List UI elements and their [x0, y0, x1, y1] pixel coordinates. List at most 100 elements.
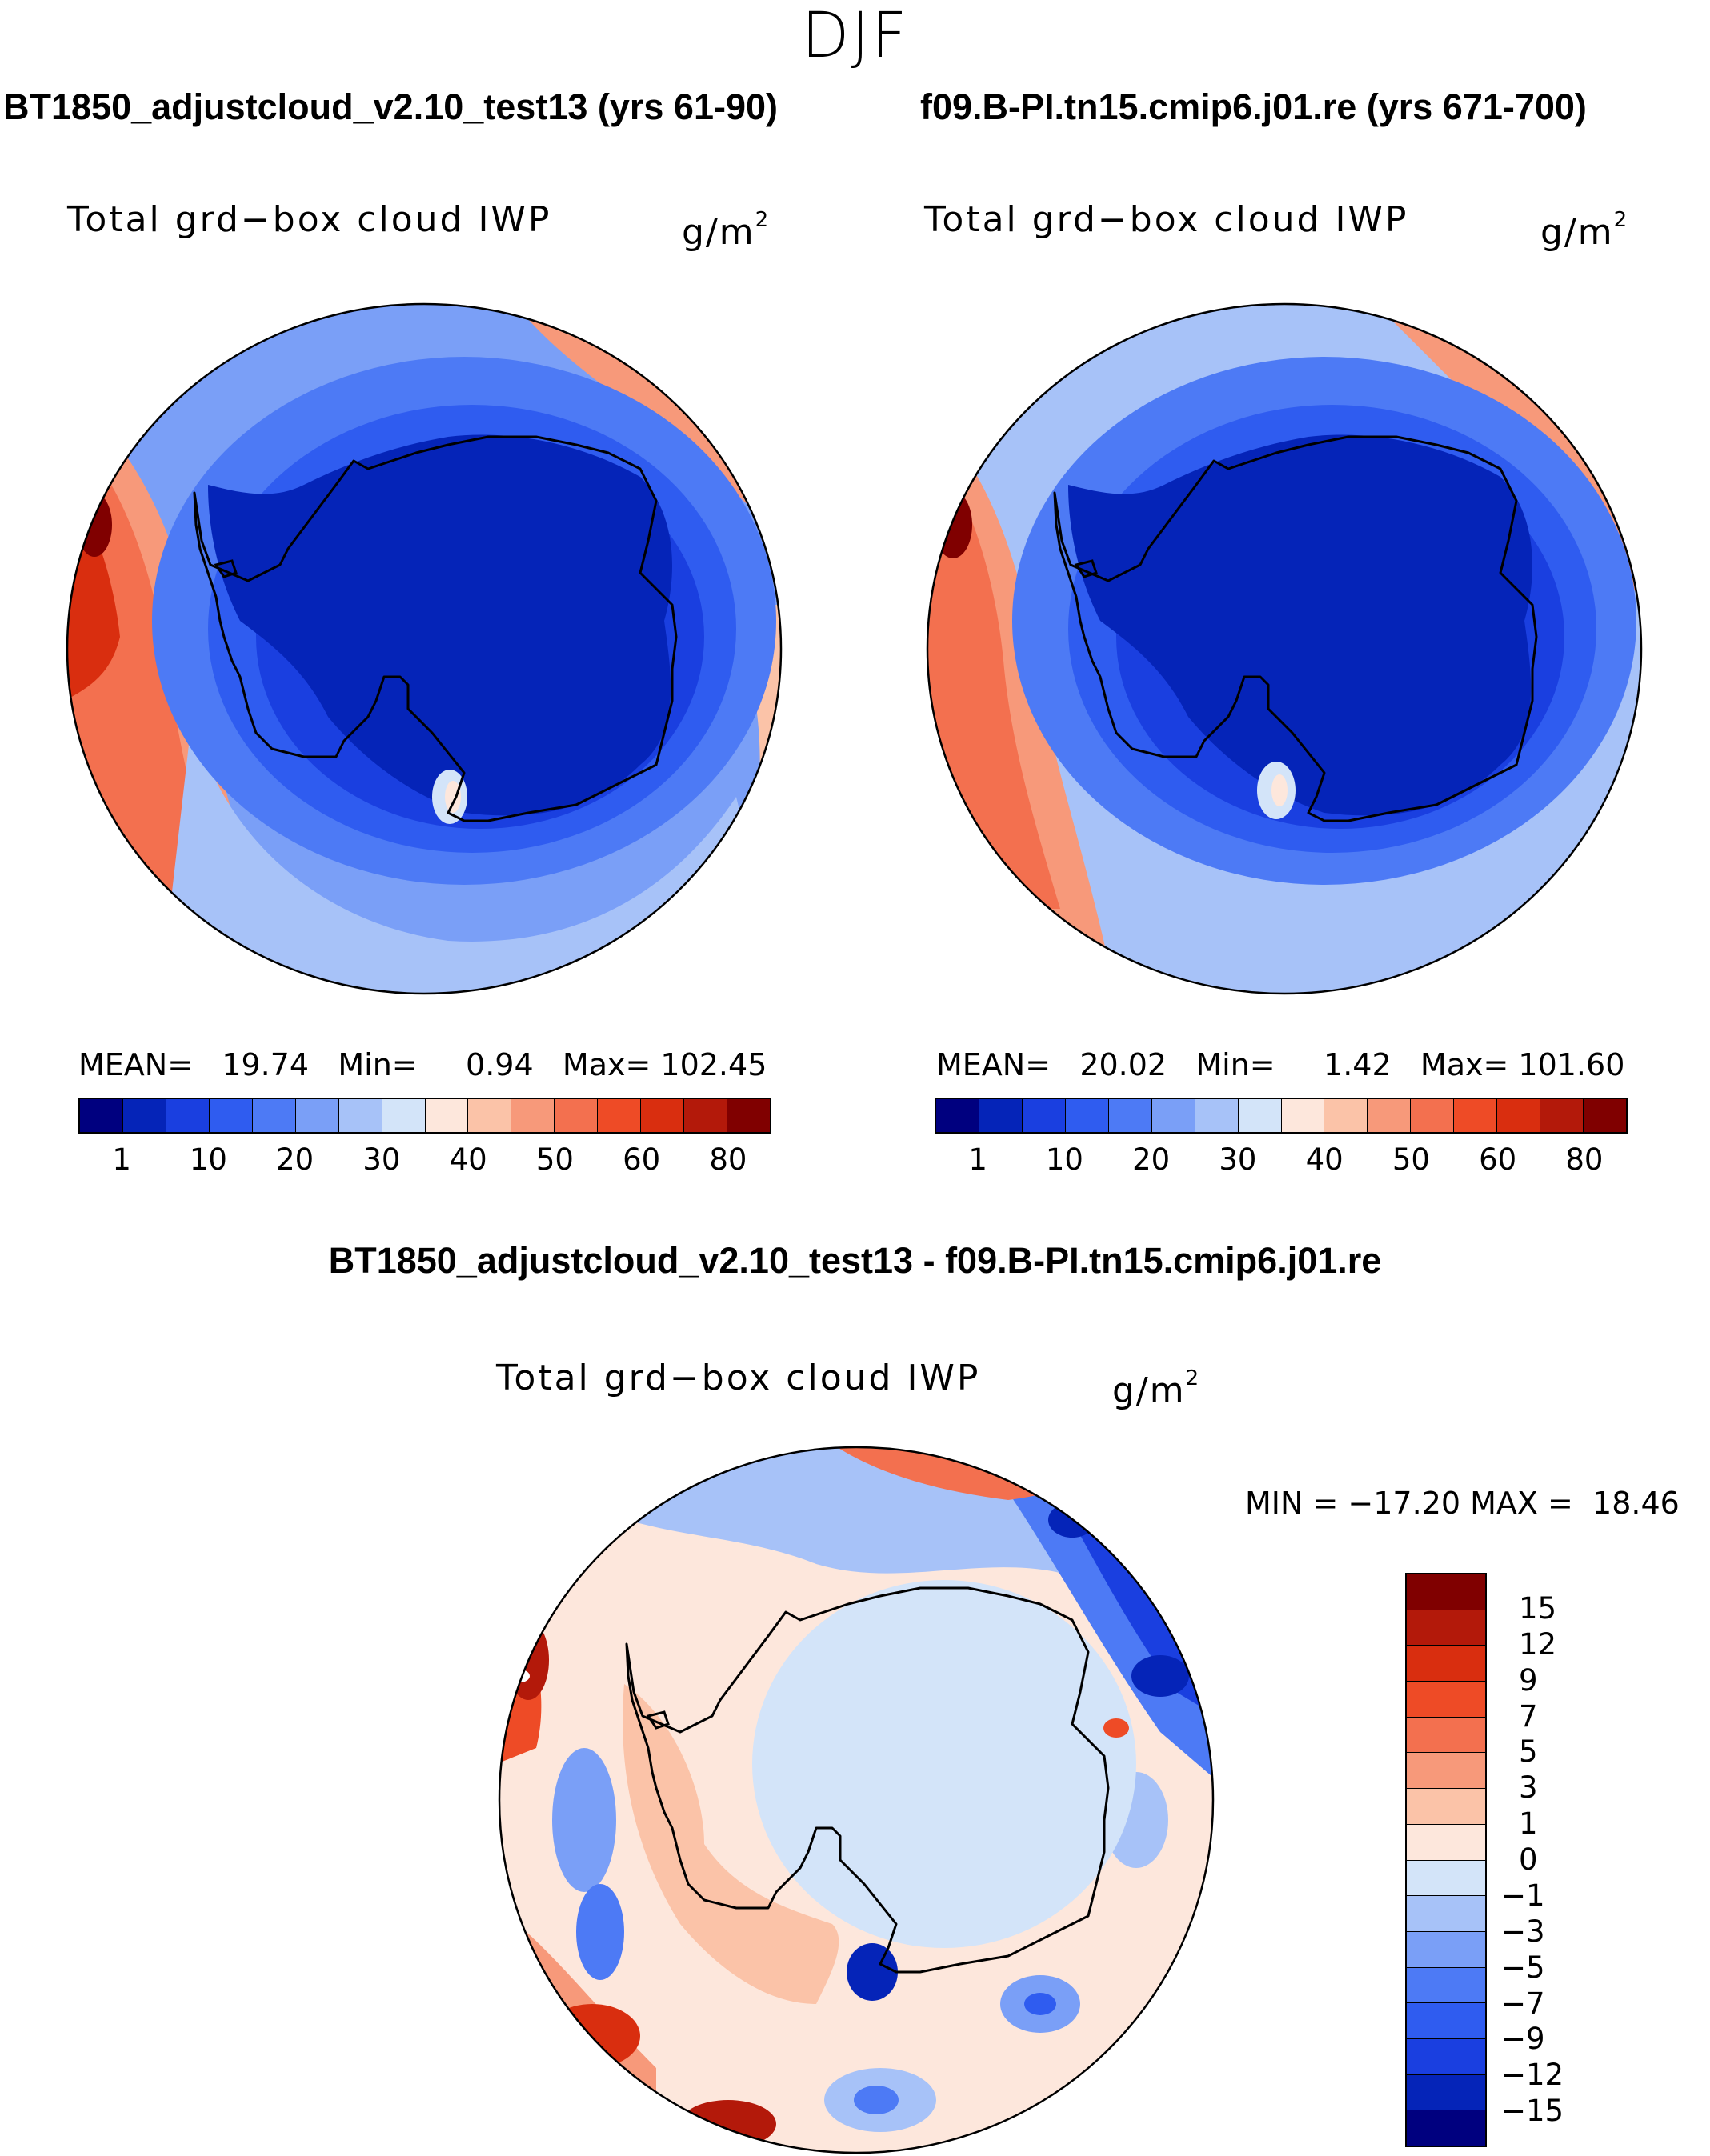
panel-3-colorbar-tick-label: 12	[1519, 1626, 1557, 1662]
panel-3-colorbar-swatch	[1407, 1967, 1485, 2004]
panel-2-colorbar-swatch	[1151, 1099, 1195, 1132]
panel-2-colorbar-tick-label: 60	[1479, 1142, 1517, 1177]
panel-1-colorbar-swatch	[425, 1099, 469, 1132]
panel-1-colorbar-tick-label: 10	[189, 1142, 227, 1177]
panel-2-colorbar-swatch	[1022, 1099, 1066, 1132]
panel-1-island	[214, 559, 238, 578]
panel-1-stats-line: MEAN= 19.74 Min= 0.94 Max= 102.45	[78, 1046, 767, 1083]
panel-1-field-light-spot-core	[445, 781, 461, 813]
panel-3-field-east-red-spot	[1103, 1718, 1129, 1738]
panel-3-field-interior-light-blue	[752, 1580, 1136, 1948]
panel-2-colorbar	[935, 1098, 1628, 1134]
panel-2-colorbar-swatch	[936, 1099, 979, 1132]
panel-1-field-antarctica	[208, 434, 672, 816]
panel-1-colorbar-tick-label: 80	[709, 1142, 747, 1177]
panel-1-max-value: 102.45	[660, 1047, 767, 1082]
panel-1-colorbar-swatch	[80, 1099, 123, 1132]
panel-3-colorbar-swatch	[1407, 1789, 1485, 1825]
panel-3-map-border	[498, 1446, 1215, 2154]
panel-3-colorbar-swatch	[1407, 1717, 1485, 1754]
panel-1-colorbar-swatch	[209, 1099, 253, 1132]
panel-2-colorbar-swatch	[1195, 1099, 1239, 1132]
panel-2-colorbar-swatch	[1281, 1099, 1325, 1132]
panel-3-colorbar-swatch	[1407, 1610, 1485, 1646]
panel-2-colorbar-swatch	[1065, 1099, 1109, 1132]
panel-3-colorbar-tick-label: 1	[1519, 1806, 1538, 1842]
panel-1-field-ring-light	[160, 717, 781, 994]
panel-1-colorbar-swatch	[555, 1099, 599, 1132]
panel-3-colorbar-tick-label: 3	[1519, 1770, 1538, 1806]
panel-2-field-antarctica	[1068, 434, 1532, 816]
panel-2-colorbar-swatch	[1454, 1099, 1498, 1132]
panel-2-field-light-spot-core	[1271, 774, 1288, 806]
panel-3-field-se-blue-core	[1024, 1993, 1056, 2015]
panel-1-colorbar-tick-label: 20	[276, 1142, 314, 1177]
panel-3-variable-name: Total grd−box cloud IWP	[496, 1358, 981, 1398]
panel-3-colorbar-swatch	[1407, 1824, 1485, 1861]
panel-3-colorbar-tick-label: −1	[1501, 1878, 1545, 1913]
panel-2-mean-label: MEAN=	[936, 1047, 1051, 1082]
panel-1-colorbar-swatch	[382, 1099, 426, 1132]
panel-1-mean-label: MEAN=	[78, 1047, 194, 1082]
panel-2-colorbar-tick-label: 10	[1045, 1142, 1083, 1177]
panel-3-field-west-blue-1	[552, 1748, 616, 1892]
season-title: DJF	[801, 0, 909, 72]
panel-3-colorbar-ticks: 15 12 9 7 5 3 1 0 −1 −3 −5 −7 −9 −12 −15	[1501, 1573, 1597, 2147]
panel-1-colorbar	[78, 1098, 771, 1134]
panel-3-colorbar-swatch	[1407, 1753, 1485, 1790]
panel-3-field-ne-blue-max	[1131, 1655, 1189, 1697]
panel-2-colorbar-swatch	[1238, 1099, 1282, 1132]
panel-1-colorbar-swatch	[511, 1099, 555, 1132]
panel-1-colorbar-swatch	[684, 1099, 728, 1132]
panel-1-colorbar-swatch	[252, 1099, 296, 1132]
panel-1-colorbar-tick-label: 30	[362, 1142, 401, 1177]
panel-3-minmax: MIN = −17.20 MAX = 18.46	[1245, 1486, 1680, 1521]
panel-2-colorbar-tick-label: 1	[968, 1142, 987, 1177]
panel-1-mean-value: 19.74	[222, 1047, 310, 1082]
panel-2-colorbar-swatch	[1368, 1099, 1412, 1132]
panel-2-colorbar-swatch	[979, 1099, 1023, 1132]
panel-3-colorbar-tick-label: 15	[1519, 1590, 1557, 1626]
panel-2-title: f09.B-PI.tn15.cmip6.j01.re (yrs 671-700)	[920, 86, 1587, 127]
panel-2-max-label: Max=	[1420, 1047, 1509, 1082]
panel-2-map-border	[926, 302, 1643, 995]
panel-2-colorbar-swatch	[1584, 1099, 1626, 1132]
panel-1-polar-map	[66, 302, 783, 995]
panel-2-colorbar-swatch	[1108, 1099, 1152, 1132]
panel-3-field-peninsula-warm	[623, 1684, 839, 2004]
panel-2-colorbar-swatch	[1497, 1099, 1541, 1132]
panel-1-colorbar-swatch	[295, 1099, 339, 1132]
panel-1-colorbar-swatch	[598, 1099, 642, 1132]
panel-1-colorbar-swatch	[641, 1099, 685, 1132]
panel-2-colorbar-swatch	[1324, 1099, 1368, 1132]
panel-2-colorbar-tick-label: 50	[1392, 1142, 1430, 1177]
panel-1-colorbar-tick-label: 40	[449, 1142, 487, 1177]
panel-3-colorbar-swatch	[1407, 1646, 1485, 1682]
panel-2-units: g/m2	[1540, 208, 1629, 253]
panel-3-colorbar-tick-label: −12	[1501, 2058, 1564, 2093]
panel-2-mean-value: 20.02	[1079, 1047, 1167, 1082]
panel-2-colorbar-ticks: 1 10 20 30 40 50 60 80	[935, 1142, 1628, 1178]
panel-3-coastline	[625, 1586, 1110, 1974]
panel-1-title: BT1850_adjustcloud_v2.10_test13 (yrs 61-…	[3, 86, 779, 127]
panel-1-units: g/m2	[682, 208, 771, 253]
panel-2-colorbar-swatch	[1540, 1099, 1584, 1132]
panel-2-island	[1074, 559, 1098, 578]
panel-2-max-value: 101.60	[1518, 1047, 1625, 1082]
panel-3-units: g/m2	[1112, 1366, 1201, 1411]
panel-3-field-ross-blue	[847, 1943, 898, 2001]
panel-3-colorbar-tick-label: 0	[1519, 1842, 1538, 1877]
panel-2-colorbar-tick-label: 40	[1305, 1142, 1344, 1177]
panel-3-colorbar-swatch	[1407, 1896, 1485, 1932]
panel-1-min-value: 0.94	[466, 1047, 534, 1082]
panel-1-colorbar-swatch	[122, 1099, 166, 1132]
panel-2-stats-line: MEAN= 20.02 Min= 1.42 Max= 101.60	[936, 1046, 1624, 1083]
panel-2-min-label: Min=	[1195, 1047, 1275, 1082]
panel-2-colorbar-swatch	[1411, 1099, 1455, 1132]
panel-1-colorbar-swatch	[338, 1099, 382, 1132]
panel-3-colorbar-tick-label: −5	[1501, 1950, 1545, 1985]
panel-2-variable-name: Total grd−box cloud IWP	[924, 199, 1409, 240]
panel-2-colorbar-tick-label: 20	[1132, 1142, 1171, 1177]
panel-1-map-border	[66, 302, 783, 995]
panel-1-colorbar-tick-label: 60	[623, 1142, 661, 1177]
